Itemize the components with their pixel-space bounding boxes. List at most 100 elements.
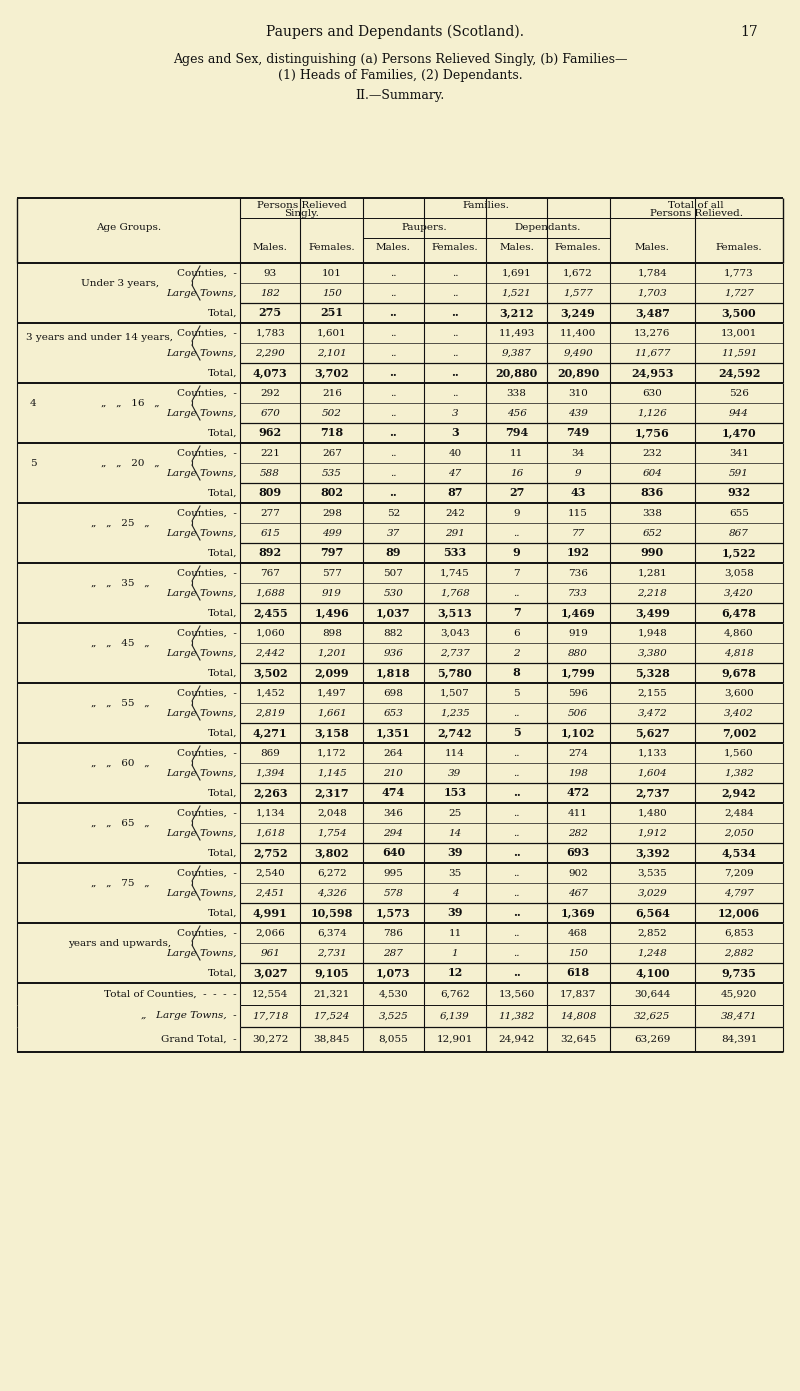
Text: 4,100: 4,100 xyxy=(635,968,670,978)
Text: 21,321: 21,321 xyxy=(314,989,350,999)
Text: ..: .. xyxy=(451,307,459,319)
Text: 1,604: 1,604 xyxy=(638,768,667,778)
Text: 17,718: 17,718 xyxy=(252,1011,288,1021)
Text: 275: 275 xyxy=(258,307,282,319)
Text: 11,493: 11,493 xyxy=(498,328,534,338)
Text: Counties,  -: Counties, - xyxy=(177,268,237,277)
Text: 1,126: 1,126 xyxy=(638,409,667,417)
Text: 1,452: 1,452 xyxy=(255,689,285,697)
Text: II.—Summary.: II.—Summary. xyxy=(355,89,445,102)
Text: 698: 698 xyxy=(383,689,403,697)
Text: 898: 898 xyxy=(322,629,342,637)
Text: 4,073: 4,073 xyxy=(253,367,287,378)
Text: (1) Heads of Families, (2) Dependants.: (1) Heads of Families, (2) Dependants. xyxy=(278,68,522,82)
Text: 6,762: 6,762 xyxy=(440,989,470,999)
Text: 242: 242 xyxy=(445,509,465,517)
Text: 1,037: 1,037 xyxy=(376,608,410,619)
Text: 1,691: 1,691 xyxy=(502,268,531,277)
Text: ..: .. xyxy=(390,388,397,398)
Text: Paupers and Dependants (Scotland).: Paupers and Dependants (Scotland). xyxy=(266,25,524,39)
Text: 6,374: 6,374 xyxy=(317,929,346,938)
Text: 919: 919 xyxy=(568,629,588,637)
Text: 115: 115 xyxy=(568,509,588,517)
Text: 3,402: 3,402 xyxy=(724,708,754,718)
Text: 216: 216 xyxy=(322,388,342,398)
Text: 1,496: 1,496 xyxy=(314,608,349,619)
Text: 6,272: 6,272 xyxy=(317,868,346,878)
Text: 16: 16 xyxy=(510,469,523,477)
Text: 3,525: 3,525 xyxy=(378,1011,408,1021)
Text: Males.: Males. xyxy=(499,242,534,252)
Text: ..: .. xyxy=(514,829,520,837)
Text: Males.: Males. xyxy=(253,242,288,252)
Text: 45,920: 45,920 xyxy=(721,989,757,999)
Text: ..: .. xyxy=(452,388,458,398)
Text: Under 3 years,: Under 3 years, xyxy=(81,278,159,288)
Text: 1,382: 1,382 xyxy=(724,768,754,778)
Text: Counties,  -: Counties, - xyxy=(177,569,237,577)
Text: 4,326: 4,326 xyxy=(317,889,346,897)
Text: 2,852: 2,852 xyxy=(638,929,667,938)
Text: 114: 114 xyxy=(445,748,465,758)
Text: Counties,  -: Counties, - xyxy=(177,629,237,637)
Text: 4,860: 4,860 xyxy=(724,629,754,637)
Text: ..: .. xyxy=(514,748,520,758)
Text: 718: 718 xyxy=(320,427,343,438)
Text: Total,: Total, xyxy=(207,548,237,558)
Text: ..: .. xyxy=(514,949,520,957)
Text: Total,: Total, xyxy=(207,608,237,618)
Text: ..: .. xyxy=(514,808,520,818)
Text: 2,048: 2,048 xyxy=(317,808,346,818)
Text: 1,133: 1,133 xyxy=(638,748,667,758)
Text: 3,502: 3,502 xyxy=(253,668,287,679)
Text: 1,618: 1,618 xyxy=(255,829,285,837)
Text: 786: 786 xyxy=(383,929,403,938)
Text: 615: 615 xyxy=(260,529,280,537)
Text: 670: 670 xyxy=(260,409,280,417)
Text: 1,773: 1,773 xyxy=(724,268,754,277)
Text: 2,752: 2,752 xyxy=(253,847,287,858)
Text: Females.: Females. xyxy=(716,242,762,252)
Text: 84,391: 84,391 xyxy=(721,1035,757,1045)
Text: 3,513: 3,513 xyxy=(438,608,472,619)
Text: 192: 192 xyxy=(566,548,590,559)
Text: ..: .. xyxy=(390,487,398,498)
Text: 1,703: 1,703 xyxy=(638,288,667,298)
Text: 25: 25 xyxy=(448,808,462,818)
Text: 221: 221 xyxy=(260,448,280,458)
Text: 5: 5 xyxy=(514,689,520,697)
Text: 990: 990 xyxy=(641,548,664,559)
Text: 3,535: 3,535 xyxy=(638,868,667,878)
Text: ..: .. xyxy=(452,268,458,277)
Text: ..: .. xyxy=(390,268,397,277)
Text: 526: 526 xyxy=(729,388,749,398)
Text: 210: 210 xyxy=(383,768,403,778)
Text: Persons Relieved: Persons Relieved xyxy=(257,202,346,210)
Text: 87: 87 xyxy=(447,487,462,498)
Text: 1,497: 1,497 xyxy=(317,689,346,697)
Text: 794: 794 xyxy=(505,427,528,438)
Text: 2,317: 2,317 xyxy=(314,787,349,798)
Text: 588: 588 xyxy=(260,469,280,477)
Text: 2,101: 2,101 xyxy=(317,349,346,357)
Text: ..: .. xyxy=(452,328,458,338)
Text: 8: 8 xyxy=(513,668,521,679)
Text: Large Towns,: Large Towns, xyxy=(166,588,237,598)
Text: 24,592: 24,592 xyxy=(718,367,760,378)
Text: 1,756: 1,756 xyxy=(635,427,670,438)
Text: Total,: Total, xyxy=(207,849,237,857)
Text: 3,380: 3,380 xyxy=(638,648,667,658)
Text: 1,145: 1,145 xyxy=(317,768,346,778)
Text: 11: 11 xyxy=(510,448,523,458)
Text: 1,688: 1,688 xyxy=(255,588,285,598)
Text: 32,625: 32,625 xyxy=(634,1011,670,1021)
Text: 4,271: 4,271 xyxy=(253,727,287,739)
Text: Large Towns,: Large Towns, xyxy=(166,648,237,658)
Text: „   „   25   „: „ „ 25 „ xyxy=(90,519,150,527)
Text: Large Towns,: Large Towns, xyxy=(166,288,237,298)
Text: 338: 338 xyxy=(642,509,662,517)
Text: Counties,  -: Counties, - xyxy=(177,388,237,398)
Text: 3 years and under 14 years,: 3 years and under 14 years, xyxy=(26,334,174,342)
Text: 3,420: 3,420 xyxy=(724,588,754,598)
Text: 63,269: 63,269 xyxy=(634,1035,670,1045)
